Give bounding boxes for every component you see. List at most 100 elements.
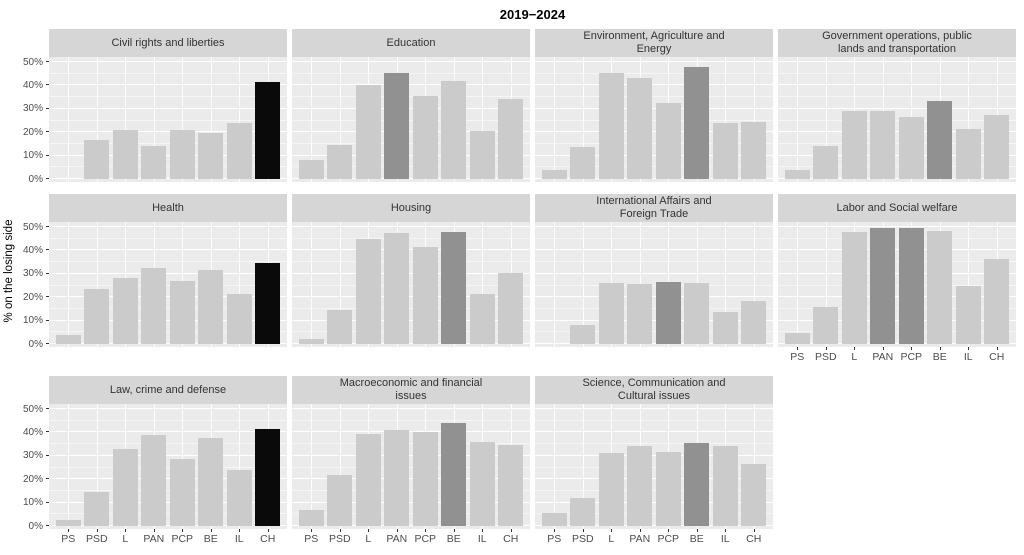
y-tick-label: 0% [28, 338, 43, 350]
gridline-minor [292, 237, 530, 239]
bar-BE [684, 442, 710, 526]
gridline-major [535, 431, 773, 433]
y-tick-mark [46, 431, 49, 433]
gridline-minor [49, 119, 287, 121]
row-gap [16, 364, 1021, 376]
gridline-major [535, 226, 773, 227]
gridline-minor [778, 72, 1016, 74]
gridline-major [535, 178, 773, 179]
bar-PSD [570, 147, 596, 179]
y-tick-label: 0% [28, 173, 43, 185]
x-tick-mark [854, 347, 856, 350]
x-tick-label: PCP [171, 533, 194, 545]
x-tick-label: CH [746, 533, 762, 545]
x-axis: PS PSD L PAN PCP BE IL CH [49, 529, 287, 546]
gridline-major [49, 249, 287, 251]
gridline-major [778, 131, 1016, 133]
x-tick-label: L [365, 533, 372, 545]
x-axis: PS PSD L PAN PCP BE IL CH [778, 347, 1016, 364]
y-axis-title: % on the losing side [3, 219, 15, 323]
facet-plot-area [535, 222, 773, 347]
x-tick-mark [882, 347, 884, 350]
gridline-major [49, 431, 287, 433]
facet-strip-title: International Affairs and Foreign Trade [535, 194, 773, 222]
gridline-minor [49, 307, 287, 309]
gridline-major [49, 478, 287, 480]
x-tick-label: PS [547, 533, 562, 545]
bar-PAN [141, 434, 167, 526]
gridline-minor [535, 142, 773, 144]
gridline-minor [535, 331, 773, 333]
gridline-major [292, 454, 530, 456]
bar-CH [741, 300, 767, 344]
gridline-minor [292, 96, 530, 98]
facet-row: 0% 10% 20% 30% 40% 50% Civil rights and libert… [16, 29, 1021, 185]
y-tick-mark [46, 501, 49, 503]
facet-strip-title: Environment, Agriculture and Energy [535, 29, 773, 57]
x-tick-label: CH [260, 533, 276, 545]
gridline-minor [49, 489, 287, 491]
gridline-major [292, 107, 530, 109]
y-tick-mark [46, 107, 49, 109]
y-tick-mark [46, 178, 49, 179]
x-tick-label: L [851, 351, 858, 363]
gridline-major [49, 319, 287, 321]
bar-PCP [169, 129, 195, 179]
facet-plot-area [778, 57, 1016, 182]
x-tick-label: CH [503, 533, 519, 545]
facet-panel: International Affairs and Foreign Trade [535, 194, 773, 347]
gridline-major [292, 84, 530, 86]
bar-PSD [84, 492, 110, 526]
bar-L [355, 433, 381, 526]
bar-CH [255, 428, 281, 526]
gridline-minor [292, 513, 530, 515]
gridline-minor [49, 142, 287, 144]
facet-strip-title: Government operations, public lands and … [778, 29, 1016, 57]
bar-L [598, 453, 624, 526]
gridline-minor [292, 261, 530, 263]
x-tick-mark [482, 529, 484, 532]
y-tick-label: 10% [22, 315, 43, 327]
facet-panel: Civil rights and liberties [49, 29, 287, 182]
bar-PAN [870, 228, 896, 344]
x-tick-mark [668, 529, 670, 532]
bar-PSD [813, 306, 839, 344]
bar-PS [541, 513, 567, 526]
bar-PS [55, 520, 81, 526]
bar-BE [441, 231, 467, 344]
y-tick-label: 50% [22, 56, 43, 68]
y-tick-mark [46, 478, 49, 480]
bar-BE [927, 100, 953, 179]
gridline-major [778, 249, 1016, 251]
bar-IL [226, 293, 252, 344]
facet-strip-title: Labor and Social welfare [778, 194, 1016, 222]
bar-PSD [813, 146, 839, 179]
facet-strip-title: Education [292, 29, 530, 57]
bar-IL [712, 446, 738, 526]
x-tick-label: BE [446, 533, 461, 545]
x-tick-label: IL [963, 351, 973, 363]
x-tick-mark [797, 347, 799, 350]
x-tick-mark [425, 529, 427, 532]
bar-L [598, 283, 624, 344]
x-tick-label: IL [234, 533, 244, 545]
bar-PSD [570, 497, 596, 526]
bar-L [112, 278, 138, 344]
gridline-minor [535, 513, 773, 515]
x-tick-label: PS [790, 351, 805, 363]
gridline-minor [292, 489, 530, 491]
gridline-major [292, 272, 530, 274]
bar-PS [55, 334, 81, 344]
bar-PAN [141, 146, 167, 179]
gridline-major [292, 408, 530, 409]
x-tick-mark [153, 529, 155, 532]
gridline-major [535, 525, 773, 526]
gridline-major [49, 131, 287, 133]
facet-plot-area [778, 222, 1016, 347]
gridline-minor [778, 307, 1016, 309]
bar-IL [712, 312, 738, 344]
bar-PCP [412, 432, 438, 526]
gridline-major [535, 478, 773, 480]
gridline-major [535, 408, 773, 409]
bar-IL [955, 128, 981, 179]
